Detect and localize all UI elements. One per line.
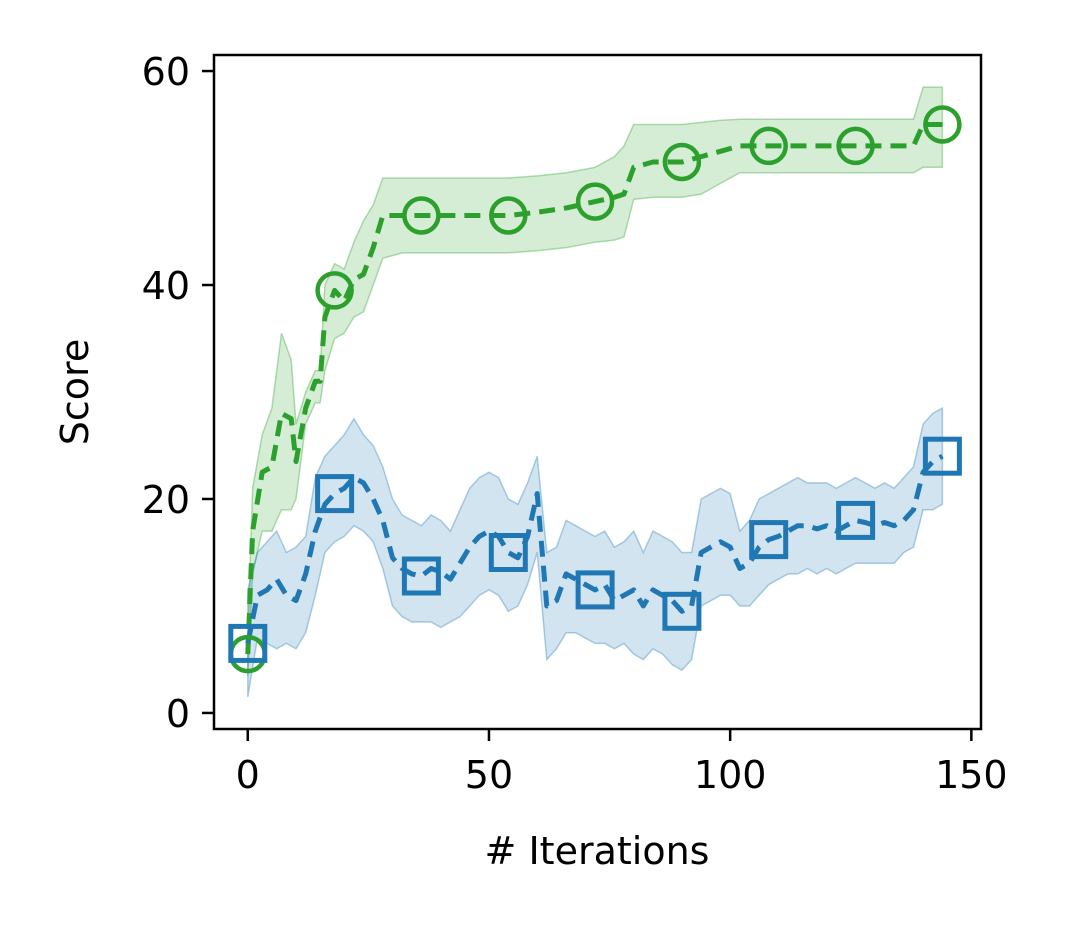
green-marker (662, 142, 702, 182)
green-marker (315, 271, 354, 310)
green-marker (402, 196, 441, 235)
y-axis-label: Score (53, 339, 97, 445)
plot-frame (212, 53, 983, 731)
blue-marker (228, 623, 268, 663)
x-axis-label: # Iterations (485, 829, 710, 873)
y-tick-label: 0 (166, 692, 190, 736)
series-lines (245, 122, 944, 655)
blue-marker (575, 570, 615, 610)
y-tick-label: 60 (142, 50, 190, 94)
blue-marker (488, 533, 528, 572)
green-marker (836, 126, 875, 166)
blue-band (247, 406, 944, 698)
x-axis: 0 50 100 150 (236, 729, 1008, 797)
green-marker (749, 126, 788, 166)
green-marker (923, 105, 962, 144)
x-tick-label: 50 (465, 753, 513, 797)
blue-marker (749, 520, 789, 560)
blue-marker (401, 556, 441, 596)
x-tick-label: 100 (694, 753, 767, 797)
blue-marker (836, 500, 876, 540)
green-series-line (245, 122, 943, 655)
x-tick-label: 0 (236, 753, 260, 797)
blue-marker (315, 474, 355, 514)
y-tick-label: 20 (142, 478, 190, 522)
y-tick-label: 40 (142, 264, 190, 308)
x-tick-label: 150 (935, 753, 1008, 797)
blue-marker (922, 436, 962, 476)
y-axis: 0 20 40 60 (142, 50, 214, 736)
blue-marker (662, 591, 702, 631)
plot-area (228, 86, 962, 698)
green-marker (575, 182, 615, 221)
blue-series-line (245, 454, 944, 644)
series-markers (228, 105, 962, 674)
green-marker (489, 196, 528, 235)
